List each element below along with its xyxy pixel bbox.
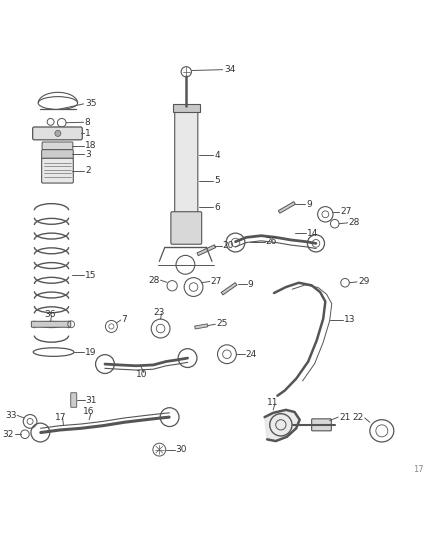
Polygon shape [265,410,300,441]
Polygon shape [197,245,216,256]
Text: 30: 30 [176,445,187,454]
Text: 9: 9 [247,280,253,289]
FancyBboxPatch shape [32,321,71,327]
Text: 28: 28 [349,219,360,228]
Circle shape [55,131,61,136]
Text: 23: 23 [154,308,165,317]
FancyBboxPatch shape [71,393,77,407]
Text: 17: 17 [413,465,424,474]
Text: 13: 13 [344,316,356,325]
Bar [173,104,200,112]
Text: 27: 27 [211,277,222,286]
Text: 27: 27 [340,207,352,216]
Text: 14: 14 [307,229,319,238]
Text: 10: 10 [136,370,147,379]
Text: 19: 19 [85,348,96,357]
Text: 20: 20 [223,241,234,251]
Text: 7: 7 [122,314,127,324]
Text: 26: 26 [265,237,277,246]
FancyBboxPatch shape [171,212,201,244]
Text: 5: 5 [214,176,220,185]
FancyBboxPatch shape [33,127,82,140]
FancyBboxPatch shape [312,419,331,431]
Text: 17: 17 [55,413,67,422]
Text: 21: 21 [339,413,350,422]
Polygon shape [221,282,237,295]
Polygon shape [278,201,295,213]
FancyBboxPatch shape [42,150,73,159]
Text: 9: 9 [307,200,312,209]
Polygon shape [194,324,208,329]
Text: 33: 33 [5,411,16,420]
FancyBboxPatch shape [175,105,198,216]
Text: 8: 8 [85,118,91,127]
Text: 34: 34 [224,65,235,74]
Text: 18: 18 [85,141,96,150]
FancyBboxPatch shape [42,142,73,150]
Text: 2: 2 [85,166,91,175]
Text: 36: 36 [44,310,56,319]
Text: 16: 16 [83,408,95,416]
Text: 24: 24 [246,350,257,359]
Text: 31: 31 [86,395,97,405]
Text: 15: 15 [85,271,96,279]
Text: 32: 32 [3,430,14,439]
Text: 6: 6 [214,203,220,212]
Text: 28: 28 [148,276,159,285]
Text: 35: 35 [85,99,96,108]
Text: 3: 3 [85,150,91,159]
Text: 11: 11 [267,398,279,407]
Text: 25: 25 [216,319,228,328]
Text: 4: 4 [214,151,220,160]
Text: 22: 22 [353,413,364,422]
Text: 29: 29 [358,277,369,286]
FancyBboxPatch shape [42,158,73,183]
Text: 1: 1 [85,129,91,138]
